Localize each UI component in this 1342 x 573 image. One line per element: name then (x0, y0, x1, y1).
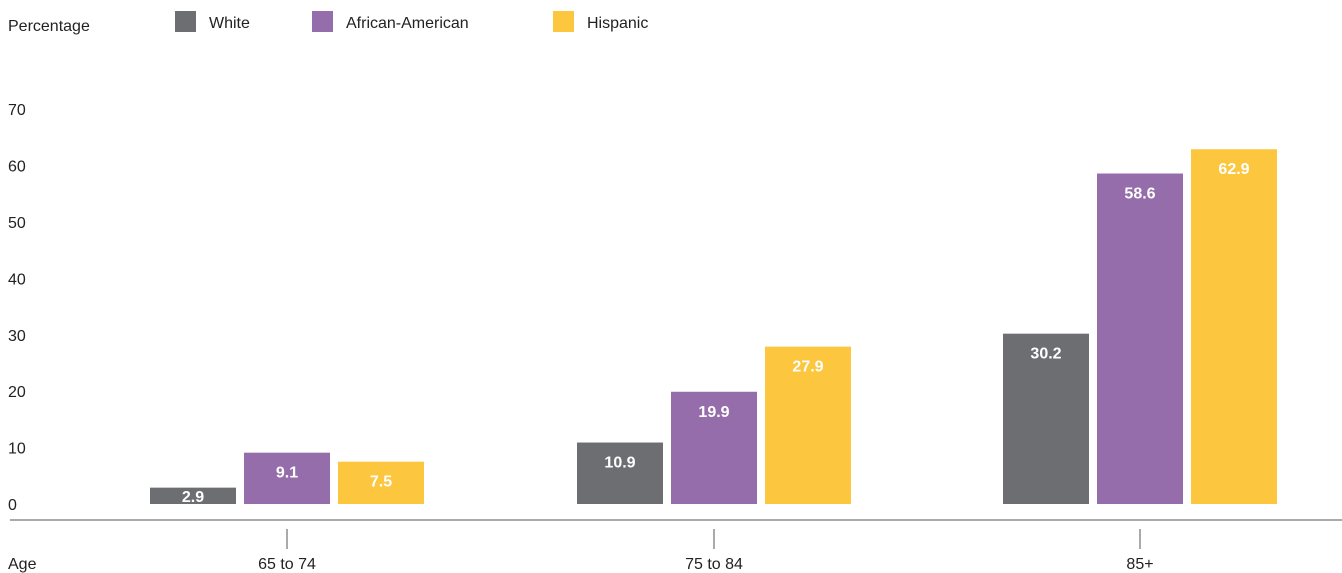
legend: White African-American Hispanic (175, 11, 648, 32)
data-label: 27.9 (792, 359, 823, 376)
data-label: 19.9 (698, 404, 729, 421)
bar-white-75-to-84 (577, 442, 663, 504)
legend-swatch-african-american (312, 11, 333, 32)
bar-hispanic-65-to-74 (338, 461, 424, 504)
bar-african-american-85 (1097, 173, 1183, 504)
bar-hispanic-85 (1191, 149, 1277, 504)
x-axis-ticks: 65 to 74 75 to 84 85+ (258, 529, 1154, 573)
legend-label-white: White (209, 15, 250, 32)
y-tick-label: 20 (8, 384, 26, 401)
y-tick-label: 0 (8, 497, 17, 514)
bars: 2.9 9.1 7.5 10.9 19.9 27.9 30.2 58.6 62.9 (150, 149, 1277, 506)
bar-white-85 (1003, 333, 1089, 504)
y-tick-label: 30 (8, 328, 26, 345)
legend-label-african-american: African-American (346, 15, 469, 32)
y-axis-ticks: 0 10 20 30 40 50 60 70 (8, 102, 26, 514)
data-label: 62.9 (1218, 161, 1249, 178)
data-label: 9.1 (276, 465, 298, 482)
y-axis-title: Percentage (8, 18, 90, 35)
data-label: 58.6 (1124, 185, 1155, 202)
x-tick-label: 65 to 74 (258, 556, 316, 573)
x-tick-label: 75 to 84 (685, 556, 743, 573)
data-label: 10.9 (604, 455, 635, 472)
bar-hispanic-75-to-84 (765, 346, 851, 504)
y-tick-label: 10 (8, 441, 26, 458)
bar-white-65-to-74 (150, 487, 236, 504)
y-tick-label: 70 (8, 102, 26, 119)
legend-swatch-hispanic (553, 11, 574, 32)
legend-swatch-white (175, 11, 196, 32)
data-label: 7.5 (370, 474, 392, 491)
bar-african-american-65-to-74 (244, 452, 330, 504)
legend-label-hispanic: Hispanic (587, 15, 648, 32)
y-tick-label: 40 (8, 271, 26, 288)
data-label: 30.2 (1030, 346, 1061, 363)
y-tick-label: 50 (8, 215, 26, 232)
y-tick-label: 60 (8, 159, 26, 176)
x-tick-label: 85+ (1126, 556, 1153, 573)
data-label: 2.9 (182, 489, 204, 506)
bar-african-american-75-to-84 (671, 391, 757, 504)
x-axis-title: Age (8, 556, 37, 573)
